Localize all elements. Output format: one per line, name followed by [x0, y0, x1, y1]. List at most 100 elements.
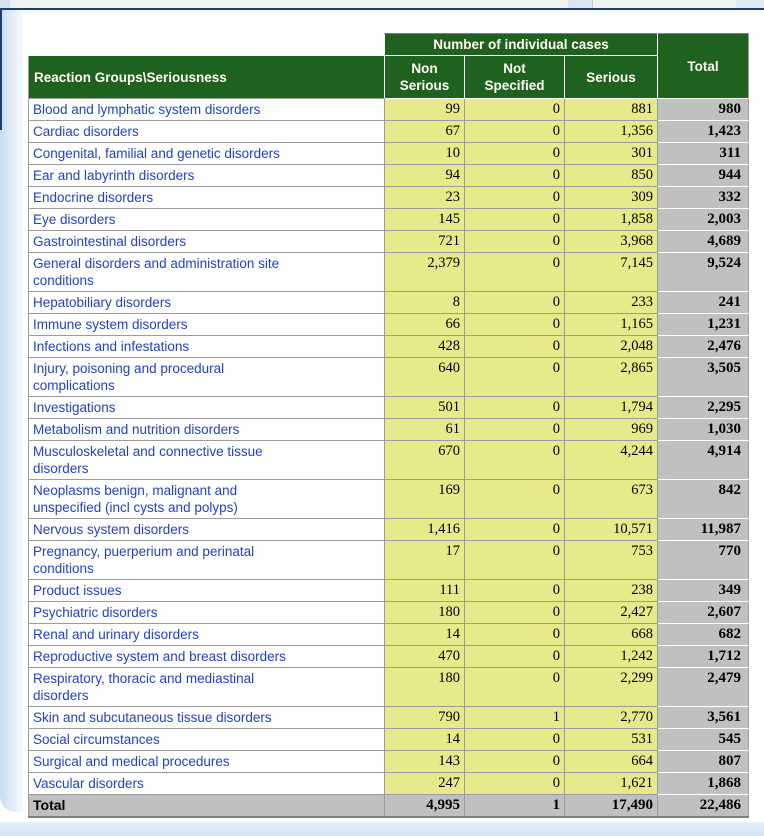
total-cell: 770	[657, 540, 750, 580]
serious-cell: 2,865	[563, 357, 659, 397]
reaction-group-link[interactable]: Immune system disorders	[28, 313, 385, 336]
non-serious-cell: 14	[384, 623, 465, 646]
serious-cell: 850	[563, 164, 659, 187]
reaction-group-link[interactable]: Skin and subcutaneous tissue disorders	[28, 706, 385, 729]
not-specified-cell: 0	[464, 208, 565, 231]
header-columns-row: Reaction Groups\Seriousness Non Serious …	[28, 55, 749, 99]
reaction-group-link[interactable]: Renal and urinary disorders	[28, 623, 385, 646]
reaction-group-link[interactable]: Vascular disorders	[28, 772, 385, 795]
reaction-group-link[interactable]: Nervous system disorders	[28, 518, 385, 541]
table-row: Cardiac disorders 67 0 1,356 1,423	[28, 120, 750, 143]
not-specified-cell: 0	[464, 98, 565, 121]
total-cell: 2,476	[657, 335, 750, 358]
reaction-group-link[interactable]: Investigations	[28, 396, 385, 419]
reaction-group-link[interactable]: Neoplasms benign, malignant and unspecif…	[28, 479, 385, 519]
top-strip-segment	[0, 0, 10, 8]
serious-cell: 2,048	[563, 335, 659, 358]
reaction-group-link[interactable]: Cardiac disorders	[28, 120, 385, 143]
non-serious-cell: 61	[384, 418, 465, 441]
total-cell: 9,524	[657, 252, 750, 292]
serious-cell: 1,621	[563, 772, 659, 795]
reaction-group-link[interactable]: Blood and lymphatic system disorders	[28, 98, 385, 121]
total-cell: 944	[657, 164, 750, 187]
non-serious-cell: 23	[384, 186, 465, 209]
reaction-group-link[interactable]: Metabolism and nutrition disorders	[28, 418, 385, 441]
window-top-strip	[0, 0, 764, 8]
reaction-group-link[interactable]: Social circumstances	[28, 728, 385, 751]
serious-cell: 1,242	[563, 645, 659, 668]
not-specified-cell: 0	[464, 252, 565, 292]
total-cell: 349	[657, 579, 750, 602]
serious-cell: 2,427	[563, 601, 659, 624]
reaction-group-link[interactable]: General disorders and administration sit…	[28, 252, 385, 292]
table-row: Product issues 111 0 238 349	[28, 579, 750, 602]
total-cell: 1,868	[657, 772, 750, 795]
total-cell: 1,231	[657, 313, 750, 336]
grand-total-total: 22,486	[657, 794, 750, 818]
grand-total-row: Total 4,995 1 17,490 22,486	[28, 794, 750, 818]
not-specified-cell: 0	[464, 291, 565, 314]
serious-cell: 238	[563, 579, 659, 602]
header-corner-cell: Reaction Groups\Seriousness	[28, 55, 385, 99]
reaction-groups-table: Number of individual cases Total Reactio…	[28, 33, 750, 818]
total-cell: 1,423	[657, 120, 750, 143]
not-specified-cell: 0	[464, 667, 565, 707]
header-not-specified-column: Not Specified	[464, 55, 565, 99]
serious-cell: 301	[563, 142, 659, 165]
table-row: Hepatobiliary disorders 8 0 233 241	[28, 291, 750, 314]
serious-cell: 309	[563, 186, 659, 209]
non-serious-cell: 8	[384, 291, 465, 314]
table-row: Nervous system disorders 1,416 0 10,571 11,9…	[28, 518, 750, 541]
not-specified-cell: 0	[464, 357, 565, 397]
serious-cell: 7,145	[563, 252, 659, 292]
serious-cell: 1,794	[563, 396, 659, 419]
non-serious-cell: 145	[384, 208, 465, 231]
total-cell: 11,987	[657, 518, 750, 541]
serious-cell: 2,770	[563, 706, 659, 729]
reaction-group-link[interactable]: Musculoskeletal and connective tissue di…	[28, 440, 385, 480]
table-row: Endocrine disorders 23 0 309 332	[28, 186, 750, 209]
reaction-group-link[interactable]: Reproductive system and breast disorders	[28, 645, 385, 668]
reaction-group-link[interactable]: Gastrointestinal disorders	[28, 230, 385, 253]
reaction-group-link[interactable]: Surgical and medical procedures	[28, 750, 385, 773]
not-specified-cell: 0	[464, 313, 565, 336]
header-non-serious-column: Non Serious	[384, 55, 465, 99]
non-serious-cell: 17	[384, 540, 465, 580]
non-serious-cell: 14	[384, 728, 465, 751]
reaction-group-link[interactable]: Pregnancy, puerperium and perinatal cond…	[28, 540, 385, 580]
not-specified-cell: 0	[464, 540, 565, 580]
reaction-group-link[interactable]: Psychiatric disorders	[28, 601, 385, 624]
reaction-group-link[interactable]: Endocrine disorders	[28, 186, 385, 209]
serious-cell: 233	[563, 291, 659, 314]
serious-cell: 753	[563, 540, 659, 580]
reaction-group-link[interactable]: Product issues	[28, 579, 385, 602]
table-row: Infections and infestations 428 0 2,048 2,47…	[28, 335, 750, 358]
not-specified-cell: 0	[464, 518, 565, 541]
serious-cell: 673	[563, 479, 659, 519]
total-cell: 3,561	[657, 706, 750, 729]
non-serious-cell: 10	[384, 142, 465, 165]
non-serious-cell: 670	[384, 440, 465, 480]
non-serious-cell: 501	[384, 396, 465, 419]
reaction-group-link[interactable]: Congenital, familial and genetic disorde…	[28, 142, 385, 165]
total-cell: 241	[657, 291, 750, 314]
reaction-group-link[interactable]: Hepatobiliary disorders	[28, 291, 385, 314]
reaction-group-link[interactable]: Eye disorders	[28, 208, 385, 231]
reaction-group-link[interactable]: Injury, poisoning and procedural complic…	[28, 357, 385, 397]
total-cell: 332	[657, 186, 750, 209]
reaction-group-link[interactable]: Ear and labyrinth disorders	[28, 164, 385, 187]
serious-cell: 668	[563, 623, 659, 646]
non-serious-cell: 640	[384, 357, 465, 397]
not-specified-cell: 0	[464, 418, 565, 441]
total-cell: 4,914	[657, 440, 750, 480]
not-specified-cell: 0	[464, 396, 565, 419]
non-serious-cell: 428	[384, 335, 465, 358]
reaction-group-link[interactable]: Infections and infestations	[28, 335, 385, 358]
panel-left-border	[0, 10, 23, 812]
not-specified-cell: 0	[464, 728, 565, 751]
not-specified-cell: 0	[464, 750, 565, 773]
reaction-group-link[interactable]: Respiratory, thoracic and mediastinal di…	[28, 667, 385, 707]
not-specified-cell: 0	[464, 142, 565, 165]
serious-cell: 1,356	[563, 120, 659, 143]
table-row: Immune system disorders 66 0 1,165 1,231	[28, 313, 750, 336]
